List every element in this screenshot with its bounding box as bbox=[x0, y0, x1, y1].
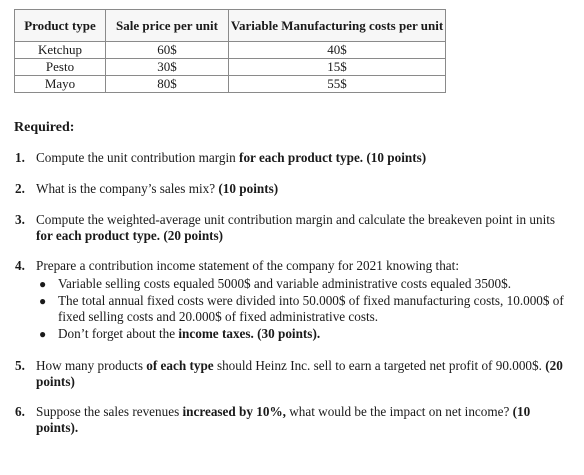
bullet-icon: ● bbox=[39, 294, 47, 308]
question-text: What is the company’s sales mix? bbox=[36, 181, 219, 196]
question-3: 3. Compute the weighted-average unit con… bbox=[14, 212, 574, 244]
table-cell: Pesto bbox=[14, 58, 106, 76]
table-cell: 15$ bbox=[228, 58, 446, 76]
question-emphasis: (10 points) bbox=[218, 181, 279, 196]
column-header-sale-price: Sale price per unit bbox=[105, 9, 229, 42]
bullet-icon: ● bbox=[39, 277, 47, 291]
table-cell: 80$ bbox=[105, 75, 229, 93]
product-table: Product type Sale price per unit Variabl… bbox=[14, 9, 446, 93]
question-text: How many products bbox=[36, 358, 147, 373]
table-row: Pesto 30$ 15$ bbox=[14, 58, 446, 76]
question-4: 4. Prepare a contribution income stateme… bbox=[14, 258, 574, 342]
table-row: Ketchup 60$ 40$ bbox=[14, 41, 446, 59]
bullet-text: The total annual fixed costs were divide… bbox=[58, 293, 564, 324]
table-cell: 60$ bbox=[105, 41, 229, 59]
question-number: 1. bbox=[15, 150, 25, 165]
list-item: ● Variable selling costs equaled 5000$ a… bbox=[36, 276, 574, 292]
question-text: what would be the impact on net income? bbox=[285, 404, 513, 419]
bullet-emphasis: income taxes. (30 points). bbox=[178, 326, 321, 341]
question-number: 3. bbox=[15, 212, 25, 227]
question-emphasis: for each product type. (10 points) bbox=[239, 150, 427, 165]
question-text: Compute the unit contribution margin bbox=[36, 150, 240, 165]
question-emphasis: of each type bbox=[146, 358, 214, 373]
bullet-text: Variable selling costs equaled 5000$ and… bbox=[58, 276, 512, 291]
question-number: 5. bbox=[15, 358, 25, 373]
question-emphasis: for each product type. (20 points) bbox=[36, 228, 224, 243]
table-cell: Mayo bbox=[14, 75, 106, 93]
question-number: 4. bbox=[15, 258, 25, 273]
question-1: 1. Compute the unit contribution margin … bbox=[14, 150, 574, 166]
column-header-variable-costs: Variable Manufacturing costs per unit bbox=[228, 9, 446, 42]
question-5: 5. How many products of each type should… bbox=[14, 358, 574, 390]
question-4-bullets: ● Variable selling costs equaled 5000$ a… bbox=[36, 276, 574, 342]
required-heading: Required: bbox=[14, 120, 75, 135]
list-item: ● Don’t forget about the income taxes. (… bbox=[36, 326, 574, 342]
question-emphasis: increased by 10%, bbox=[182, 404, 286, 419]
list-item: ● The total annual fixed costs were divi… bbox=[36, 293, 574, 325]
question-text: Suppose the sales revenues bbox=[36, 404, 183, 419]
question-6: 6. Suppose the sales revenues increased … bbox=[14, 404, 574, 436]
question-text: should Heinz Inc. sell to earn a targete… bbox=[213, 358, 546, 373]
table-header-row: Product type Sale price per unit Variabl… bbox=[14, 9, 446, 42]
table-cell: Ketchup bbox=[14, 41, 106, 59]
column-header-product-type: Product type bbox=[14, 9, 106, 42]
question-2: 2. What is the company’s sales mix? (10 … bbox=[14, 181, 574, 197]
question-number: 2. bbox=[15, 181, 25, 196]
table-row: Mayo 80$ 55$ bbox=[14, 75, 446, 93]
question-list: 1. Compute the unit contribution margin … bbox=[14, 150, 574, 436]
question-emphasis: (20 points) bbox=[36, 358, 563, 389]
question-emphasis: (10 points). bbox=[36, 404, 531, 435]
table-cell: 30$ bbox=[105, 58, 229, 76]
question-number: 6. bbox=[15, 404, 25, 419]
bullet-text: Don’t forget about the bbox=[58, 326, 179, 341]
question-text: Prepare a contribution income statement … bbox=[36, 258, 459, 273]
table-cell: 40$ bbox=[228, 41, 446, 59]
question-text: Compute the weighted-average unit contri… bbox=[36, 212, 556, 227]
bullet-icon: ● bbox=[39, 327, 47, 341]
table-cell: 55$ bbox=[228, 75, 446, 93]
